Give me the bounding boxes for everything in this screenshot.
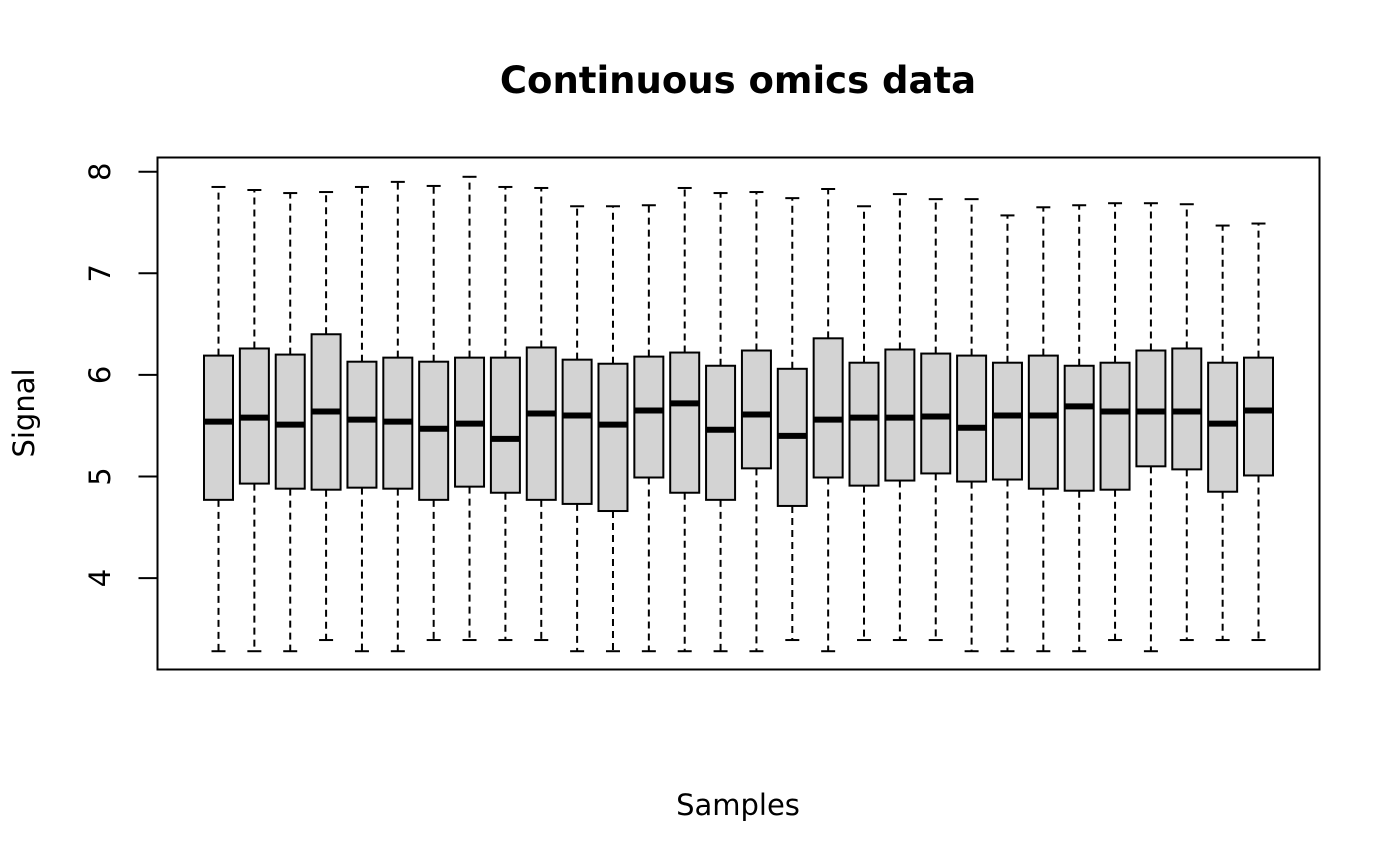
box-sample-1 — [203, 185, 234, 653]
interquartile-box — [1243, 356, 1274, 477]
y-tick-label: 7 — [83, 264, 117, 282]
y-tick-label: 8 — [83, 162, 117, 180]
interquartile-box — [346, 360, 378, 489]
interquartile-box — [561, 358, 593, 505]
box-sample-24 — [1027, 206, 1059, 653]
interquartile-box — [956, 354, 988, 483]
interquartile-box — [1027, 354, 1059, 490]
box-sample-8 — [454, 175, 486, 642]
box-sample-22 — [956, 198, 988, 653]
box-sample-3 — [274, 192, 306, 653]
interquartile-box — [848, 361, 880, 487]
interquartile-box — [1135, 349, 1167, 468]
interquartile-box — [633, 355, 665, 479]
interquartile-box — [920, 352, 952, 475]
box-sample-18 — [812, 187, 844, 653]
x-axis-label: Samples — [676, 788, 800, 822]
y-tick-label: 5 — [83, 467, 117, 485]
box-sample-15 — [705, 192, 737, 653]
box-sample-2 — [238, 189, 270, 653]
interquartile-box — [669, 351, 701, 494]
box-sample-17 — [776, 197, 808, 642]
box-sample-4 — [310, 191, 342, 642]
plot-frame — [156, 156, 1321, 671]
interquartile-box — [705, 364, 737, 501]
box-sample-26 — [1099, 202, 1131, 642]
interquartile-box — [1063, 364, 1095, 492]
box-sample-13 — [633, 204, 665, 653]
interquartile-box — [1207, 361, 1239, 493]
box-sample-29 — [1207, 224, 1239, 642]
box-sample-27 — [1135, 202, 1167, 653]
box-sample-30 — [1243, 222, 1274, 642]
box-sample-5 — [346, 185, 378, 653]
interquartile-box — [203, 354, 234, 501]
interquartile-box — [740, 349, 772, 470]
interquartile-box — [991, 361, 1023, 481]
box-sample-10 — [525, 186, 557, 642]
interquartile-box — [1099, 361, 1131, 491]
y-tick-label: 6 — [83, 366, 117, 384]
box-sample-11 — [561, 205, 593, 653]
box-group — [203, 175, 1274, 653]
interquartile-box — [489, 356, 521, 494]
y-axis-label: Signal — [7, 368, 41, 457]
box-sample-20 — [884, 193, 916, 642]
box-sample-12 — [597, 205, 629, 653]
box-sample-16 — [740, 191, 772, 653]
interquartile-box — [812, 337, 844, 479]
chart-title: Continuous omics data — [500, 59, 976, 102]
interquartile-box — [597, 362, 629, 513]
box-sample-6 — [382, 180, 414, 653]
interquartile-box — [525, 346, 557, 501]
box-sample-19 — [848, 205, 880, 642]
box-sample-28 — [1171, 203, 1203, 642]
box-sample-7 — [418, 184, 450, 642]
y-axis: 4 5 6 7 8 — [83, 162, 158, 587]
box-sample-14 — [669, 186, 701, 653]
box-sample-23 — [991, 214, 1023, 653]
box-sample-21 — [920, 198, 952, 642]
box-sample-9 — [489, 185, 521, 642]
box-sample-25 — [1063, 204, 1095, 653]
interquartile-box — [274, 353, 306, 490]
y-tick-label: 4 — [83, 569, 117, 587]
